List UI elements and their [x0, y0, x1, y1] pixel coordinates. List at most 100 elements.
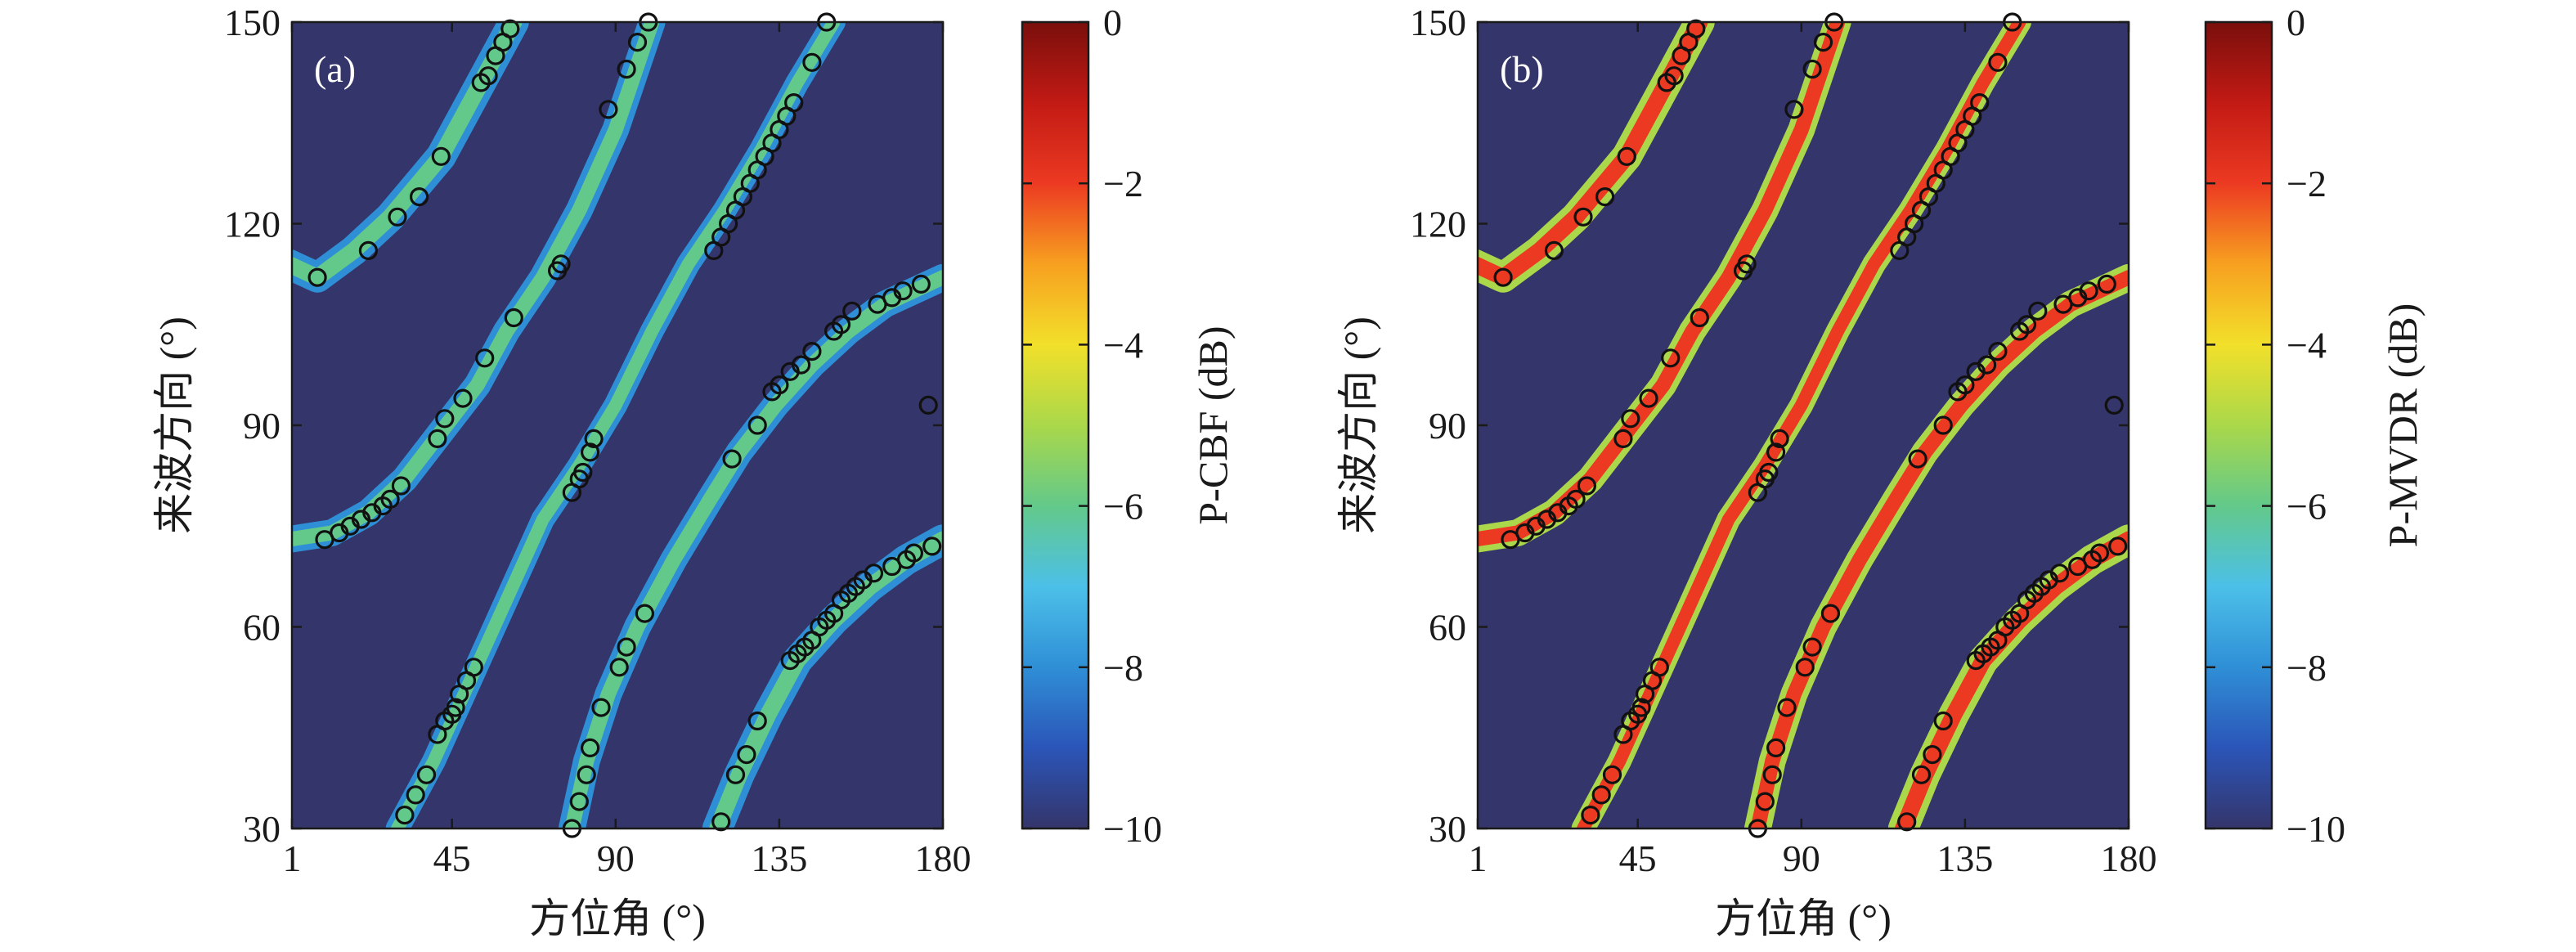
- y-tick-label: 60: [1429, 607, 1466, 649]
- panel-b: (b) 1 45 90 135 180 30 60 90 120 150 方位角 (°) 来波方向…: [1335, 2, 2426, 941]
- data-point: [617, 59, 636, 79]
- y-tick-label: 90: [1429, 405, 1466, 447]
- data-point: [2049, 564, 2070, 583]
- colorbar-tick-label: −2: [2287, 163, 2327, 204]
- panel-a: (a) 1 45 90 135 180 30 60 90 120 150 方位角 (°) 来波方向…: [151, 2, 1236, 941]
- panel-label: (a): [314, 48, 356, 90]
- data-point: [2108, 537, 2128, 556]
- data-point: [737, 744, 756, 765]
- data-point: [1766, 738, 1786, 758]
- axes: 1 45 90 135 180 30 60 90 120 150: [224, 2, 972, 879]
- data-point: [2079, 281, 2098, 301]
- ridge-core: [1750, 270, 2129, 829]
- data-point: [2028, 301, 2048, 321]
- data-point: [1977, 355, 1997, 375]
- data-point: [500, 19, 520, 38]
- data-point: [380, 489, 400, 510]
- data-point: [1955, 375, 1975, 395]
- data-point: [1759, 462, 1779, 483]
- axes: 1 45 90 135 180 30 60 90 120 150: [1410, 2, 2157, 879]
- data-point: [1664, 66, 1684, 86]
- data-point: [584, 429, 604, 449]
- colorbar-tick-label: −6: [1103, 486, 1143, 528]
- y-tick-label: 120: [224, 204, 280, 245]
- data-point: [1897, 812, 1917, 832]
- data-point: [1988, 52, 2008, 72]
- data-point: [842, 301, 862, 321]
- data-point: [911, 274, 931, 294]
- data-point: [791, 355, 811, 375]
- data-point: [307, 267, 327, 287]
- y-tick-label: 30: [1429, 808, 1466, 850]
- data-point: [922, 537, 942, 556]
- data-point: [1762, 765, 1782, 784]
- data-point: [747, 415, 767, 435]
- data-point: [747, 711, 767, 731]
- data-point: [1795, 658, 1815, 677]
- data-point: [569, 792, 589, 811]
- y-tick-label: 150: [1410, 2, 1466, 43]
- data-point: [1617, 146, 1636, 166]
- data-point: [580, 738, 600, 758]
- data-point: [722, 449, 742, 469]
- colorbar-tick-label: −8: [2287, 647, 2327, 689]
- data-point: [802, 342, 822, 361]
- data-point: [831, 315, 851, 335]
- data-point: [504, 308, 523, 328]
- x-tick-label: 1: [283, 837, 302, 879]
- data-point: [475, 348, 495, 368]
- data-point: [1566, 489, 1586, 510]
- data-point: [770, 375, 789, 395]
- x-tick-label: 90: [1783, 837, 1820, 879]
- data-point: [1649, 658, 1669, 677]
- x-axis-title: 方位角 (°): [529, 896, 706, 941]
- x-tick-label: 180: [915, 837, 972, 879]
- x-tick-label: 1: [1469, 837, 1488, 879]
- data-point: [1908, 449, 1928, 469]
- data-point: [395, 805, 415, 825]
- data-point: [1802, 59, 1822, 79]
- data-point: [1613, 429, 1633, 449]
- data-point: [1988, 342, 2008, 361]
- colorbar-tick-label: −10: [1103, 808, 1162, 850]
- colorbar-tick-label: −10: [2287, 808, 2345, 850]
- data-point: [864, 564, 884, 583]
- data-point: [577, 765, 596, 784]
- data-point: [1923, 744, 1942, 765]
- data-point: [591, 698, 611, 717]
- data-point: [711, 812, 731, 832]
- data-point: [1770, 429, 1789, 449]
- x-tick-label: 45: [433, 837, 471, 879]
- data-point: [388, 207, 407, 227]
- heatmap-plot: [292, 12, 943, 838]
- data-point: [1602, 765, 1622, 784]
- colorbar-tick-label: −4: [2287, 324, 2327, 366]
- colorbar-gradient: [1021, 20, 1090, 830]
- data-point: [1621, 409, 1640, 429]
- data-point: [1573, 207, 1593, 227]
- data-point: [609, 658, 629, 677]
- data-point: [1661, 348, 1681, 368]
- data-point: [464, 658, 483, 677]
- colorbar-tick-label: −2: [1103, 163, 1143, 204]
- data-point: [1631, 698, 1651, 717]
- data-point: [1686, 19, 1706, 38]
- data-point: [1581, 805, 1600, 825]
- data-point: [802, 52, 822, 72]
- colorbar-title: P-CBF (dB): [1190, 326, 1236, 524]
- colorbar-title: P-MVDR (dB): [2380, 303, 2426, 548]
- data-point: [1690, 308, 1709, 328]
- data-point: [918, 395, 938, 415]
- data-point: [1737, 254, 1757, 274]
- data-point: [1970, 92, 1990, 113]
- x-tick-label: 180: [2101, 837, 2157, 879]
- data-point: [416, 765, 437, 784]
- y-tick-label: 30: [243, 808, 280, 850]
- colorbar-tick-label: 0: [1103, 2, 1122, 43]
- data-point: [635, 604, 655, 623]
- ridge-core: [564, 270, 943, 829]
- data-point: [1933, 415, 1953, 435]
- y-tick-label: 150: [224, 2, 280, 43]
- data-point: [1577, 476, 1597, 496]
